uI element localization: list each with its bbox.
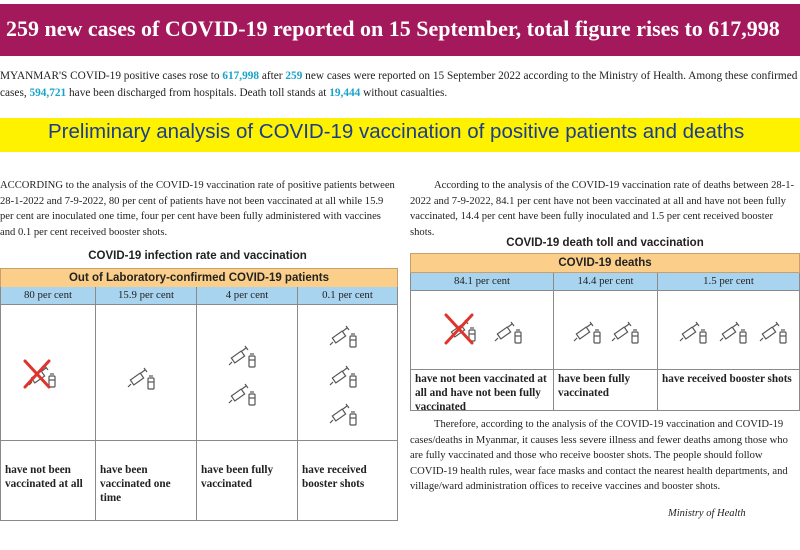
syringe-vial-icon xyxy=(127,367,155,390)
infection-col-fully: have been fully vaccinated xyxy=(197,305,298,520)
lead-text-5: without casualties. xyxy=(360,87,448,99)
total-cases: 617,998 xyxy=(222,70,260,82)
infection-table-grid: have not been vaccinated at all have bee… xyxy=(0,305,398,521)
syringe-vial-icon xyxy=(228,383,256,406)
discharged-count: 594,721 xyxy=(29,87,67,99)
infection-caption: have received booster shots xyxy=(302,464,367,490)
death-percent-cell: 14.4 per cent xyxy=(554,273,658,290)
infection-table-title: COVID-19 infection rate and vaccination xyxy=(88,250,307,262)
cross-mark-icon xyxy=(444,313,474,345)
death-table-header: COVID-19 deaths xyxy=(410,253,800,273)
row-divider xyxy=(554,369,657,370)
row-divider xyxy=(197,440,297,441)
lead-text-3: new cases were reported on 15 September … xyxy=(0,70,798,99)
infection-col-unvaccinated: have not been vaccinated at all xyxy=(1,305,96,520)
headline: 259 new cases of COVID-19 reported on 15… xyxy=(6,16,780,41)
lead-paragraph: MYANMAR'S COVID-19 positive cases rose t… xyxy=(0,68,800,102)
death-count: 19,444 xyxy=(329,87,361,99)
syringe-vial-icon xyxy=(611,321,639,344)
death-table-title: COVID-19 death toll and vaccination xyxy=(506,237,704,249)
death-col-booster: have received booster shots xyxy=(658,291,799,410)
syringe-vial-icon xyxy=(679,321,707,344)
infection-analysis-paragraph: ACCORDING to the analysis of the COVID-1… xyxy=(0,180,395,238)
syringe-vial-icon xyxy=(759,321,787,344)
death-percent-cell: 84.1 per cent xyxy=(411,273,554,290)
headline-banner: 259 new cases of COVID-19 reported on 15… xyxy=(0,4,800,56)
syringe-vial-icon xyxy=(719,321,747,344)
death-caption: have not been vaccinated at all and have… xyxy=(415,373,547,413)
death-table-grid: have not been vaccinated at all and have… xyxy=(410,291,800,413)
row-divider xyxy=(1,440,95,441)
syringe-vial-icon xyxy=(494,321,522,344)
lead-text-4: have been discharged from hospitals. Dea… xyxy=(66,87,330,99)
death-col-fully: have been fully vaccinated xyxy=(554,291,658,410)
death-percent-row: 84.1 per cent 14.4 per cent 1.5 per cent xyxy=(410,273,800,291)
section-band xyxy=(0,118,800,152)
syringe-vial-icon xyxy=(329,365,357,388)
signature: Ministry of Health xyxy=(668,508,746,519)
infection-col-booster: have received booster shots xyxy=(298,305,397,520)
conclusion-paragraph: Therefore, according to the analysis of … xyxy=(410,419,788,492)
death-analysis-paragraph: According to the analysis of the COVID-1… xyxy=(410,180,795,238)
death-col-unvaccinated: have not been vaccinated at all and have… xyxy=(411,291,554,413)
infection-percent-cell: 4 per cent xyxy=(197,287,298,304)
death-caption: have received booster shots xyxy=(662,373,792,385)
row-divider xyxy=(298,440,397,441)
death-caption: have been fully vaccinated xyxy=(558,373,631,399)
syringe-vial-icon xyxy=(329,325,357,348)
infection-caption: have been vaccinated one time xyxy=(100,464,171,504)
lead-text-1: MYANMAR'S COVID-19 positive cases rose t… xyxy=(0,70,223,82)
infection-table-header: Out of Laboratory-confirmed COVID-19 pat… xyxy=(0,268,398,288)
new-cases: 259 xyxy=(285,70,303,82)
syringe-vial-icon xyxy=(228,345,256,368)
row-divider xyxy=(658,369,799,370)
infection-col-one-dose: have been vaccinated one time xyxy=(96,305,197,520)
infection-caption: have not been vaccinated at all xyxy=(5,464,83,490)
infection-caption: have been fully vaccinated xyxy=(201,464,274,490)
syringe-vial-icon xyxy=(329,403,357,426)
cross-mark-icon xyxy=(23,359,51,389)
row-divider xyxy=(411,369,553,370)
syringe-vial-icon xyxy=(573,321,601,344)
infection-percent-cell: 0.1 per cent xyxy=(322,289,373,301)
lead-text-2: after xyxy=(259,70,286,82)
infection-percent-row: 80 per cent 15.9 per cent 4 per cent 0.1… xyxy=(0,287,398,305)
row-divider xyxy=(96,440,196,441)
death-percent-cell: 1.5 per cent xyxy=(703,275,754,287)
infection-percent-cell: 15.9 per cent xyxy=(96,287,197,304)
section-title: Preliminary analysis of COVID-19 vaccina… xyxy=(48,120,745,143)
infection-percent-cell: 80 per cent xyxy=(1,287,96,304)
